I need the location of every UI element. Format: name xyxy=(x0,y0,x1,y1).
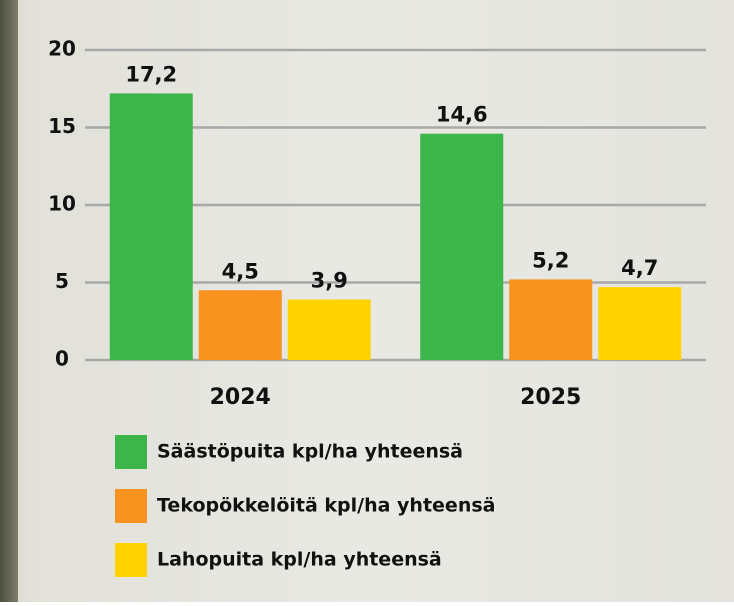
legend-label: Tekopökkelöitä kpl/ha yhteensä xyxy=(157,495,495,517)
value-label: 14,6 xyxy=(436,103,488,127)
bar xyxy=(598,287,681,360)
value-label: 17,2 xyxy=(125,62,177,86)
y-tick-label: 20 xyxy=(48,37,76,61)
x-tick-label: 2024 xyxy=(210,385,271,410)
value-label: 5,2 xyxy=(532,248,569,272)
value-label: 4,7 xyxy=(621,256,658,280)
bar xyxy=(288,300,371,360)
legend-swatch xyxy=(115,543,147,577)
legend-swatch xyxy=(115,489,147,523)
legend-label: Lahopuita kpl/ha yhteensä xyxy=(157,549,442,571)
chart: 0 5 10 15 20 2024 17,2 4,5 3,9 2025 14,6 5,2 4,7 Sääs… xyxy=(0,0,734,602)
value-label: 3,9 xyxy=(311,269,348,293)
x-tick-label: 2025 xyxy=(520,385,581,410)
bar xyxy=(509,279,592,360)
bar xyxy=(199,290,282,360)
y-tick-label: 5 xyxy=(55,269,69,293)
y-tick-label: 15 xyxy=(48,114,76,138)
legend-swatch xyxy=(115,435,147,469)
legend-label: Säästöpuita kpl/ha yhteensä xyxy=(157,441,463,463)
y-tick-label: 10 xyxy=(48,192,76,216)
bar xyxy=(420,134,503,360)
y-tick-label: 0 xyxy=(55,347,69,371)
bar xyxy=(110,93,193,360)
value-label: 4,5 xyxy=(222,259,259,283)
